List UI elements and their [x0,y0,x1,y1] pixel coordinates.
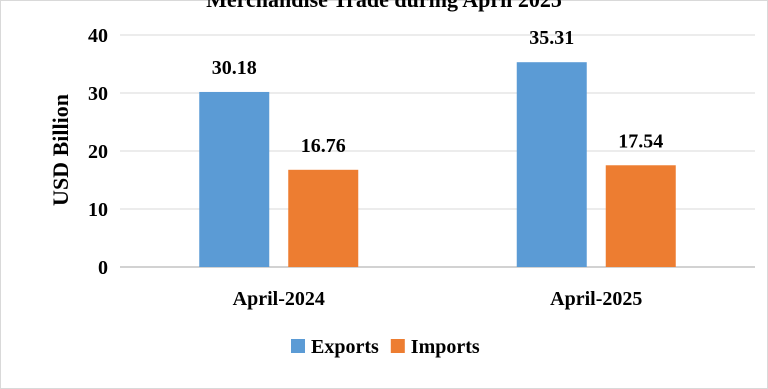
y-axis-label: USD Billion [48,94,73,206]
data-label: 30.18 [212,57,257,79]
x-tick-label: April-2024 [233,288,325,310]
legend-swatch-exports [291,339,305,353]
x-tick-label: April-2025 [550,288,642,310]
y-tick-label: 0 [98,257,108,279]
chart-title: Merchandise Trade during April 2025 [206,0,562,12]
bar-imports [288,169,359,267]
data-label: 35.31 [529,27,574,49]
y-tick-label: 40 [88,25,108,47]
data-labels: 30.18 16.76 35.31 17.54 [212,27,664,157]
bars [199,62,676,268]
bar-imports [605,165,676,267]
legend-label-imports: Imports [411,336,480,358]
y-tick-label: 30 [88,83,108,105]
y-tick-labels: 0 10 20 30 40 [88,25,108,279]
bar-exports [516,62,587,268]
legend: Exports Imports [291,336,480,358]
y-tick-label: 20 [88,141,108,163]
data-label: 17.54 [618,130,663,152]
x-tick-labels: April-2024 April-2025 [233,288,643,310]
data-label: 16.76 [301,135,346,157]
bar-exports [199,91,270,268]
legend-swatch-imports [390,339,405,353]
legend-label-exports: Exports [311,336,379,358]
y-tick-label: 10 [88,199,108,221]
